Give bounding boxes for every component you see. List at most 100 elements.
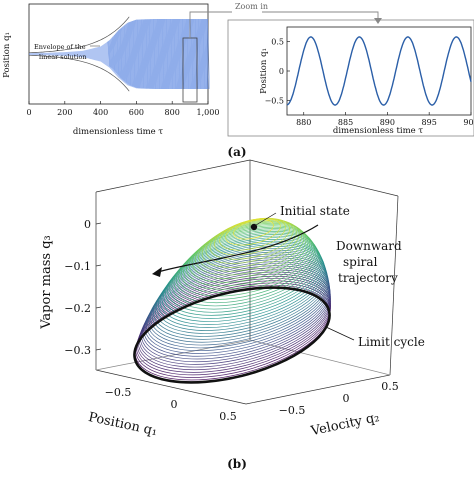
right-y-label: Position q₁ bbox=[259, 48, 269, 94]
oscillation-stroke bbox=[173, 18, 176, 90]
spiral-ring bbox=[163, 240, 324, 319]
oscillation-stroke bbox=[117, 31, 120, 77]
spiral-ring bbox=[233, 219, 274, 240]
oscillation-stroke bbox=[135, 19, 138, 89]
spiral-ring bbox=[194, 221, 305, 276]
z-tick-label: −0.1 bbox=[64, 260, 91, 273]
z-tick-label: −0.2 bbox=[64, 302, 91, 315]
oscillation-stroke bbox=[136, 19, 139, 89]
x-tick-label: 895 bbox=[422, 118, 437, 127]
oscillation-stroke bbox=[115, 33, 118, 75]
oscillation-stroke bbox=[114, 34, 117, 74]
z-ticks: 0 −0.1 −0.2 −0.3 bbox=[64, 218, 102, 357]
oscillation-stroke bbox=[141, 19, 145, 89]
spiral-surface bbox=[134, 217, 331, 383]
x-tick-label: 0 bbox=[26, 108, 31, 117]
x-tick-label: 800 bbox=[165, 108, 180, 117]
annotation-line-1: Envelope of the bbox=[34, 43, 86, 51]
zoom-arrow-head bbox=[374, 18, 382, 24]
left-x-ticks: 0 200 400 600 800 1,000 bbox=[26, 101, 219, 117]
box-edge bbox=[95, 369, 247, 405]
x-tick-label: 0.5 bbox=[219, 410, 237, 423]
oscillation-stroke bbox=[154, 18, 158, 90]
oscillation-stroke bbox=[197, 18, 201, 90]
zoom-connector: Zoom in bbox=[189, 2, 382, 38]
x-tick-label: 0 bbox=[171, 398, 178, 411]
box-edge bbox=[249, 159, 399, 197]
left-x-label: dimensionless time τ bbox=[73, 127, 163, 137]
oscillation-stroke bbox=[111, 37, 115, 71]
oscillation-stroke bbox=[112, 36, 116, 72]
zoom-connector-line-2 bbox=[262, 11, 379, 20]
oscillation-stroke bbox=[109, 39, 113, 69]
annotation-line-2: linear solution bbox=[39, 53, 87, 61]
spiral-ring bbox=[159, 244, 325, 325]
x-tick-label: 900 bbox=[463, 118, 474, 127]
zoom-label: Zoom in bbox=[235, 2, 268, 11]
panel-a-left-chart: Envelope of the linear solution 0 200 400 6… bbox=[2, 3, 219, 137]
oscillation-stroke bbox=[201, 18, 204, 90]
oscillation-stroke bbox=[119, 29, 122, 79]
spiral-ring bbox=[185, 225, 311, 287]
oscillation-stroke bbox=[183, 18, 187, 90]
oscillation-stroke bbox=[191, 18, 194, 90]
spiral-ring bbox=[161, 242, 325, 322]
x-ticks: −0.5 0 0.5 bbox=[105, 386, 237, 423]
tick-mark bbox=[95, 222, 102, 225]
oscillation-stroke bbox=[160, 18, 163, 90]
zoom-connector-line bbox=[189, 11, 232, 38]
oscillation-stroke bbox=[126, 23, 130, 85]
oscillation-stroke bbox=[147, 19, 150, 89]
oscillation-stroke bbox=[175, 18, 178, 90]
oscillation-stroke bbox=[190, 18, 193, 90]
box-edge bbox=[245, 374, 391, 405]
panel-a-right-chart: 880 885 890 895 900 0.5 0 −0.5 dimensionless t… bbox=[227, 19, 474, 137]
left-oscillation-lines bbox=[107, 18, 210, 90]
zoomed-sine-curve bbox=[286, 36, 472, 106]
oscillation-stroke bbox=[140, 19, 144, 89]
panel-b-3d-chart: Initial state Downward spiral trajectory… bbox=[39, 159, 425, 439]
oscillation-stroke bbox=[146, 19, 149, 89]
oscillation-stroke bbox=[174, 18, 177, 90]
y-tick-label: 0.5 bbox=[381, 380, 399, 393]
spiral-ring bbox=[167, 237, 322, 313]
spiral-ring bbox=[178, 229, 316, 297]
oscillation-stroke bbox=[178, 18, 181, 90]
spiral-ring bbox=[201, 219, 300, 268]
oscillation-stroke bbox=[107, 41, 110, 67]
oscillation-stroke bbox=[133, 20, 136, 88]
box-edge bbox=[249, 339, 391, 376]
oscillation-stroke bbox=[194, 18, 197, 90]
z-tick-label: −0.3 bbox=[64, 344, 91, 357]
x-tick-label: 400 bbox=[93, 108, 108, 117]
box-edge bbox=[95, 159, 251, 193]
oscillation-stroke bbox=[148, 19, 151, 89]
y-axis-label: Velocity q₂ bbox=[309, 410, 381, 439]
x-tick-label: 600 bbox=[129, 108, 144, 117]
oscillation-stroke bbox=[169, 18, 173, 90]
oscillation-stroke bbox=[204, 18, 207, 90]
spiral-ring bbox=[188, 224, 309, 283]
oscillation-stroke bbox=[123, 25, 127, 83]
spiral-arrow bbox=[157, 224, 319, 273]
oscillation-stroke bbox=[168, 18, 172, 90]
callout-limit-cycle: Limit cycle bbox=[358, 335, 425, 349]
oscillation-stroke bbox=[184, 18, 188, 90]
right-x-ticks: 880 885 890 895 900 bbox=[296, 112, 474, 127]
limit-cycle bbox=[133, 286, 331, 384]
oscillation-stroke bbox=[137, 19, 140, 89]
oscillation-stroke bbox=[128, 22, 131, 86]
spiral-ring bbox=[169, 235, 321, 310]
oscillation-stroke bbox=[196, 18, 200, 90]
oscillation-stroke bbox=[192, 18, 195, 90]
oscillation-stroke bbox=[122, 26, 125, 82]
y-ticks: −0.5 0 0.5 bbox=[279, 380, 399, 417]
oscillation-stroke bbox=[108, 40, 111, 68]
linear-envelope-upper bbox=[28, 16, 130, 54]
oscillation-stroke bbox=[121, 27, 124, 81]
oscillation-stroke bbox=[170, 18, 174, 90]
oscillation-stroke bbox=[188, 18, 191, 90]
spiral-ring bbox=[225, 218, 281, 246]
right-outer-box bbox=[227, 19, 474, 137]
